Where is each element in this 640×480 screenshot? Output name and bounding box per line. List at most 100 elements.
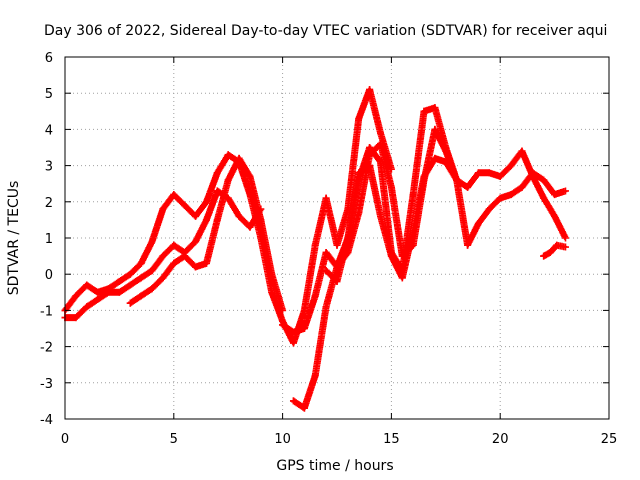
- series-track-6: [322, 154, 569, 285]
- data-point: [420, 107, 428, 115]
- data-point: [126, 299, 134, 307]
- data-point: [377, 140, 385, 148]
- x-tick-label: 25: [601, 432, 618, 447]
- data-point: [289, 339, 297, 347]
- data-point: [170, 259, 178, 267]
- y-tick-label: 4: [45, 123, 53, 138]
- x-tick-label: 15: [383, 432, 400, 447]
- data-point: [279, 306, 287, 314]
- data-point: [137, 259, 145, 267]
- data-point: [246, 223, 254, 231]
- data-point: [72, 292, 80, 300]
- data-point: [322, 194, 330, 202]
- data-point: [540, 194, 548, 202]
- y-tick-label: 6: [45, 51, 53, 66]
- data-point: [355, 169, 363, 177]
- data-point: [518, 183, 526, 191]
- data-point: [431, 154, 439, 162]
- y-tick-labels: -4 -3 -2 -1 0 1 2 3 4 5 6: [40, 51, 53, 428]
- data-point: [398, 274, 406, 282]
- y-tick-label: -4: [40, 413, 53, 428]
- y-tick-label: 3: [45, 160, 53, 175]
- data-point: [387, 252, 395, 260]
- data-point: [246, 172, 254, 180]
- data-point: [213, 216, 221, 224]
- data-point: [224, 151, 232, 159]
- x-tick-label: 5: [170, 432, 178, 447]
- y-axis-label: SDTVAR / TECUs: [6, 181, 22, 296]
- y-tick-label: -2: [40, 341, 53, 356]
- data-point: [279, 321, 287, 329]
- data-point: [192, 238, 200, 246]
- data-series: [61, 86, 569, 412]
- data-point: [115, 277, 123, 285]
- data-point: [159, 274, 167, 282]
- data-point: [322, 267, 330, 275]
- data-point: [235, 212, 243, 220]
- data-point: [94, 296, 102, 304]
- data-point: [561, 243, 569, 251]
- data-point: [235, 154, 243, 162]
- series-track-7: [540, 241, 569, 260]
- data-point: [202, 198, 210, 206]
- data-point: [485, 205, 493, 213]
- data-point: [474, 169, 482, 177]
- data-point: [464, 241, 472, 249]
- data-point: [507, 162, 515, 170]
- data-point: [115, 288, 123, 296]
- data-point: [72, 314, 80, 322]
- data-point: [192, 212, 200, 220]
- data-point: [148, 238, 156, 246]
- data-point: [377, 212, 385, 220]
- data-point: [561, 187, 569, 195]
- data-point: [170, 191, 178, 199]
- y-tick-label: 0: [45, 268, 53, 283]
- data-point: [289, 328, 297, 336]
- marker-trail: [290, 125, 460, 412]
- data-point: [442, 158, 450, 166]
- x-tick-label: 20: [492, 432, 509, 447]
- x-axis-label: GPS time / hours: [276, 458, 393, 474]
- data-point: [83, 303, 91, 311]
- data-point: [300, 325, 308, 332]
- data-point: [529, 169, 537, 177]
- data-point: [268, 288, 276, 296]
- data-point: [518, 147, 526, 155]
- data-point: [366, 144, 374, 151]
- data-point: [192, 263, 200, 271]
- data-point: [540, 176, 548, 184]
- data-point: [322, 248, 330, 256]
- data-point: [377, 129, 385, 137]
- data-point: [431, 125, 439, 133]
- chart-title: Day 306 of 2022, Sidereal Day-to-day VTE…: [44, 23, 607, 39]
- data-point: [213, 169, 221, 177]
- data-point: [126, 270, 134, 278]
- data-point: [366, 162, 374, 170]
- data-point: [409, 227, 417, 235]
- data-point: [540, 252, 548, 260]
- data-point: [311, 372, 319, 380]
- data-point: [453, 176, 461, 184]
- data-point: [94, 288, 102, 296]
- data-point: [546, 248, 554, 256]
- data-point: [159, 205, 167, 213]
- data-point: [464, 183, 472, 191]
- data-point: [355, 115, 363, 123]
- data-point: [442, 147, 450, 155]
- y-tick-label: -1: [40, 304, 53, 319]
- data-point: [159, 252, 167, 260]
- series-track-1: [61, 86, 395, 347]
- y-tick-label: -3: [40, 377, 53, 392]
- data-point: [431, 104, 439, 112]
- data-point: [496, 172, 504, 180]
- data-point: [137, 292, 145, 300]
- data-point: [496, 194, 504, 202]
- y-tick-label: 1: [45, 232, 53, 247]
- y-tick-label: 5: [45, 87, 53, 102]
- data-point: [311, 292, 319, 300]
- series-track-3: [126, 154, 287, 314]
- data-point: [561, 234, 569, 242]
- data-point: [148, 267, 156, 275]
- data-point: [148, 285, 156, 293]
